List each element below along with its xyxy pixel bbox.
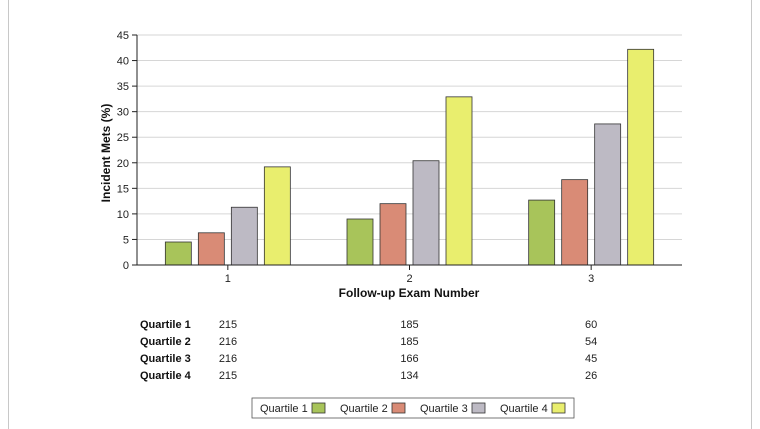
bar-quartile-4-exam-3: [627, 48, 655, 266]
table-cell: 216: [219, 336, 237, 348]
table-row-label: Quartile 4: [140, 370, 192, 382]
legend-label: Quartile 2: [340, 403, 388, 415]
table-cell: 185: [400, 319, 418, 331]
table-row-label: Quartile 3: [140, 353, 191, 365]
bar-quartile-3-exam-2: [412, 160, 440, 266]
table-cell: 185: [400, 336, 418, 348]
y-tick-label: 15: [117, 183, 129, 195]
y-tick-label: 25: [117, 132, 129, 144]
bars: [164, 48, 655, 266]
legend-swatch: [311, 402, 326, 414]
table-cell: 26: [585, 370, 597, 382]
bar-quartile-1-exam-1: [164, 241, 192, 266]
bar-quartile-2-exam-2: [379, 203, 407, 266]
x-tick-label: 2: [406, 273, 412, 285]
table-cell: 54: [585, 336, 597, 348]
legend-swatch: [471, 402, 486, 414]
legend-label: Quartile 4: [500, 403, 548, 415]
y-tick-label: 0: [123, 260, 129, 272]
table-cell: 215: [219, 370, 237, 382]
figure-frame: [8, 0, 752, 429]
y-tick-label: 10: [117, 209, 129, 221]
y-tick-label: 45: [117, 30, 129, 42]
legend-label: Quartile 3: [420, 403, 468, 415]
legend-label: Quartile 1: [260, 403, 308, 415]
table-cell: 134: [400, 370, 418, 382]
bar-quartile-4-exam-1: [263, 166, 291, 266]
x-tick-label: 3: [588, 273, 594, 285]
bar-quartile-2-exam-3: [561, 179, 589, 266]
legend-swatch: [391, 402, 406, 414]
bar-quartile-1-exam-2: [346, 218, 374, 266]
legend: Quartile 1 Quartile 2 Quartile 3 Quartile 4: [251, 397, 575, 419]
y-axis-ticks: 0 5 10 15 20 25 30 35 40 45: [117, 30, 137, 272]
table-row-label: Quartile 1: [140, 319, 191, 331]
gridlines: [137, 34, 682, 240]
table-cell: 166: [400, 353, 418, 365]
table-cell: 45: [585, 353, 597, 365]
y-tick-label: 30: [117, 107, 129, 119]
y-tick-label: 40: [117, 56, 129, 68]
x-tick-label: 1: [225, 273, 231, 285]
bar-quartile-1-exam-3: [528, 199, 556, 266]
y-tick-label: 35: [117, 81, 129, 93]
y-tick-label: 20: [117, 158, 129, 170]
bar-quartile-3-exam-1: [230, 206, 258, 266]
table-cell: 215: [219, 319, 237, 331]
bar-quartile-3-exam-3: [594, 123, 622, 266]
number-at-risk-table: Quartile 1 215 185 60 Quartile 2 216 185 54 Quar…: [140, 319, 597, 382]
y-tick-label: 5: [123, 234, 129, 246]
y-axis-title: Incident Mets (%): [99, 104, 113, 203]
table-row-label: Quartile 2: [140, 336, 191, 348]
x-axis-title: Follow-up Exam Number: [339, 286, 480, 300]
bar-quartile-4-exam-2: [445, 96, 473, 266]
x-axis-ticks: 1 2 3: [225, 265, 594, 285]
legend-box: [251, 397, 575, 419]
table-cell: 60: [585, 319, 597, 331]
legend-swatch: [551, 402, 566, 414]
bar-quartile-2-exam-1: [197, 232, 225, 266]
table-cell: 216: [219, 353, 237, 365]
